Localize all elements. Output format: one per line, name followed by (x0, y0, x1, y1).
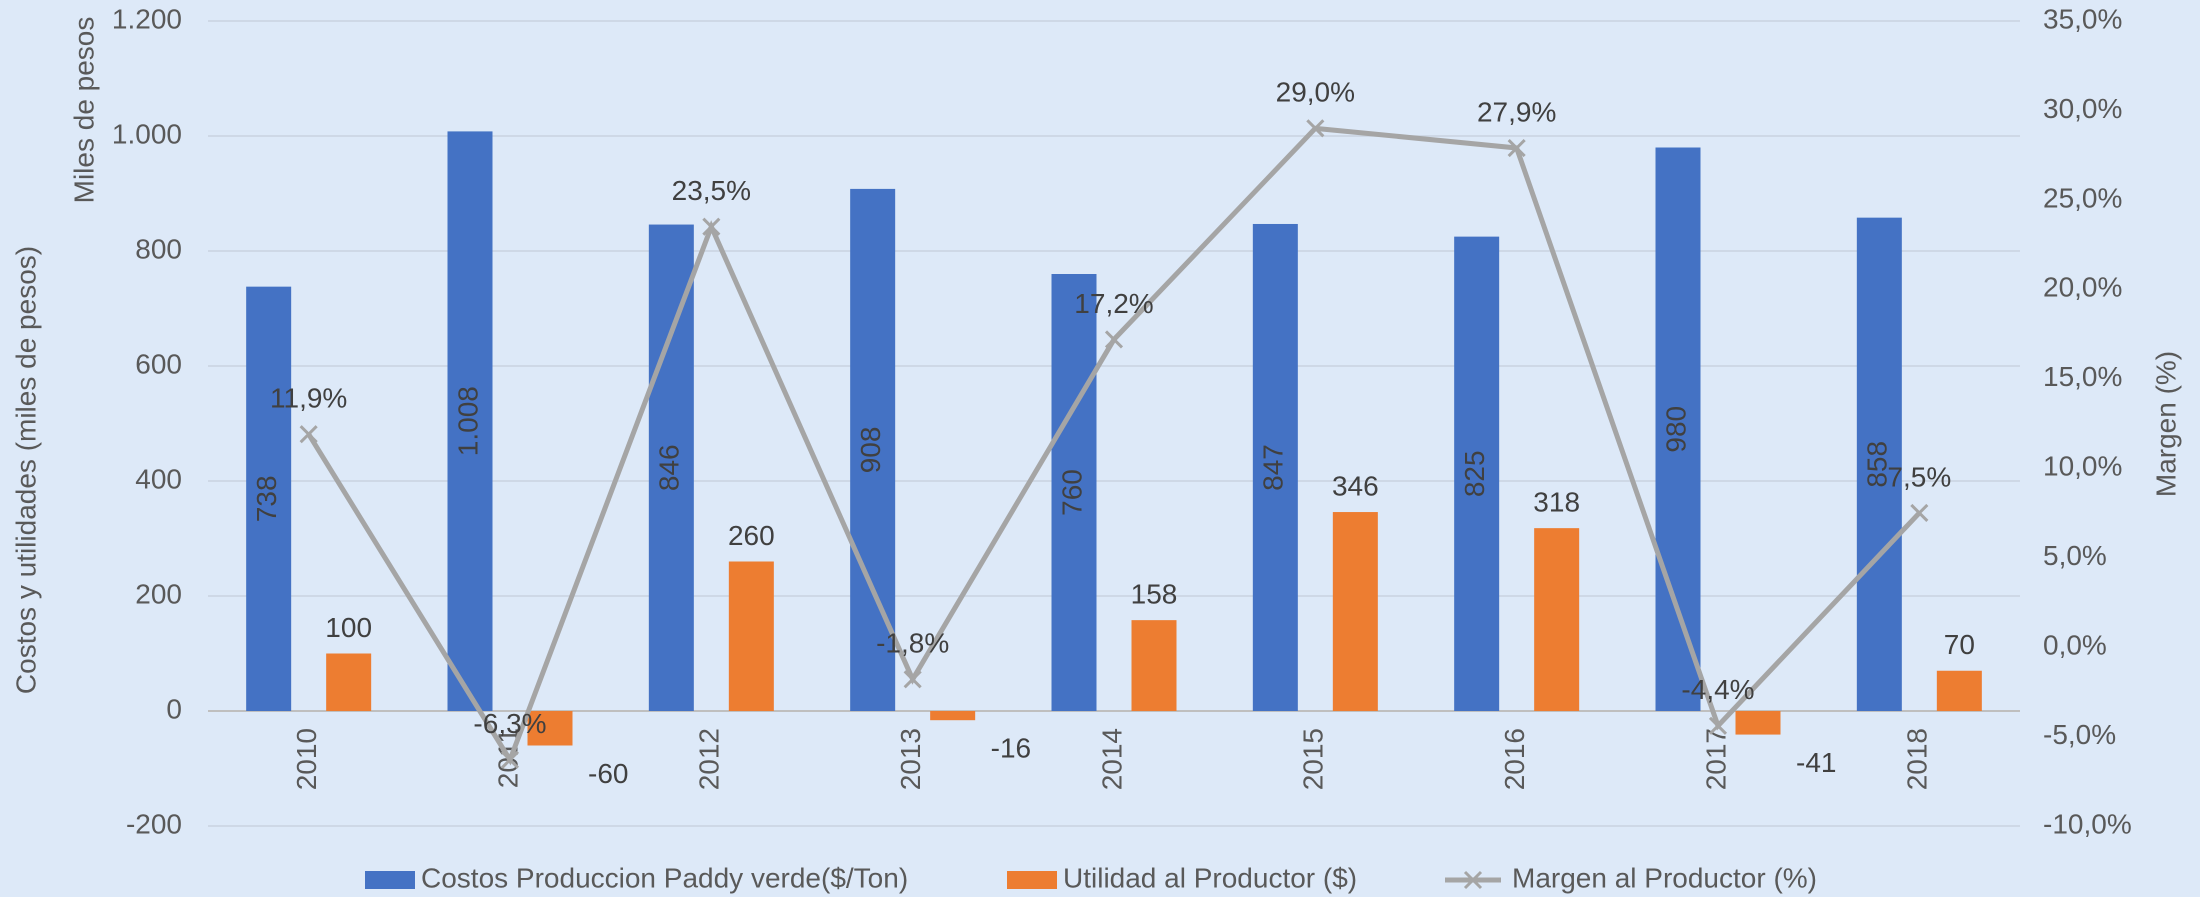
line-value-label: 29,0% (1276, 77, 1355, 108)
y-unit-title: Miles de pesos (68, 17, 99, 204)
x-tick-label: 2014 (1096, 728, 1127, 790)
bar-value-label: 858 (1862, 441, 1893, 488)
marker (702, 217, 721, 236)
y2-axis-title: Margen (%) (2150, 351, 2181, 497)
y-tick-label: 800 (135, 233, 182, 264)
legend-swatch (1007, 871, 1057, 889)
marker (903, 670, 922, 689)
x-tick-label: 2012 (694, 728, 725, 790)
x-tick-label: 2018 (1902, 728, 1933, 790)
y2-tick-label: 30,0% (2043, 93, 2122, 124)
y2-tick-label: 15,0% (2043, 361, 2122, 392)
legend-swatch (365, 871, 415, 889)
bar (648, 224, 694, 712)
bar (1936, 670, 1982, 711)
bar (728, 561, 774, 711)
bar-value-label: 1.008 (452, 386, 483, 456)
bar-value-label: 738 (251, 475, 282, 522)
line-value-label: -1,8% (876, 628, 949, 659)
y-axis-title: Costos y utilidades (miles de pesos) (10, 246, 41, 694)
bar-value-label: 825 (1459, 450, 1490, 497)
y2-tick-label: 5,0% (2043, 540, 2107, 571)
bar (930, 711, 976, 721)
bar-value-label: -16 (991, 733, 1031, 764)
y2-tick-label: 10,0% (2043, 451, 2122, 482)
y2-tick-label: 0,0% (2043, 630, 2107, 661)
y2-tick-label: 25,0% (2043, 182, 2122, 213)
line-value-label: 27,9% (1477, 96, 1556, 127)
y2-tick-label: -10,0% (2043, 808, 2132, 839)
x-tick-label: 2016 (1499, 728, 1530, 790)
line-value-label: 23,5% (672, 175, 751, 206)
legend-swatch-marker (1463, 870, 1483, 890)
bar-value-label: 70 (1944, 629, 1975, 660)
marker (1910, 503, 1929, 523)
bar (1252, 223, 1298, 711)
y2-tick-label: -5,0% (2043, 719, 2116, 750)
bar (326, 653, 372, 711)
bar (246, 286, 292, 711)
bar-value-label: 908 (855, 427, 886, 474)
x-tick-label: 2015 (1298, 728, 1329, 790)
line-value-label: -4,4% (1681, 674, 1754, 705)
marker (1708, 716, 1728, 735)
marker (1507, 138, 1526, 158)
bar-value-label: 980 (1660, 406, 1691, 453)
line-value-label: 11,9% (270, 383, 347, 414)
bar (1534, 528, 1580, 711)
bar (1735, 711, 1781, 735)
legend-label: Margen al Productor (%) (1512, 862, 1817, 893)
x-tick-label: 2017 (1700, 728, 1731, 790)
x-tick-label: 2013 (895, 728, 926, 790)
y-tick-label: 0 (166, 693, 182, 724)
bar (1454, 236, 1500, 711)
bar-value-label: 346 (1332, 470, 1379, 501)
y-tick-label: -200 (126, 808, 182, 839)
bar-value-label: 158 (1131, 579, 1178, 610)
legend-label: Costos Produccion Paddy verde($/Ton) (421, 862, 908, 893)
bar (447, 131, 493, 711)
y-tick-label: 400 (135, 463, 182, 494)
bar-value-label: 846 (654, 444, 685, 491)
y2-tick-label: 20,0% (2043, 272, 2122, 303)
marker (1104, 330, 1124, 349)
line-value-label: -6,3% (473, 708, 546, 739)
bar (527, 711, 573, 746)
bar (1856, 217, 1902, 711)
line-value-label: 7,5% (1887, 461, 1951, 492)
marker (299, 425, 318, 444)
y-tick-label: 1.200 (112, 3, 182, 34)
bar (1332, 512, 1378, 711)
y2-tick-label: 35,0% (2043, 3, 2122, 34)
y-tick-label: 200 (135, 578, 182, 609)
bar (1051, 274, 1097, 711)
bar-value-label: 260 (728, 520, 775, 551)
marker (1306, 119, 1325, 138)
y-tick-label: 600 (135, 348, 182, 379)
y-tick-label: 1.000 (112, 118, 182, 149)
bar-value-label: -60 (588, 758, 628, 789)
bar-value-label: 760 (1056, 469, 1087, 516)
line-value-label: 17,2% (1074, 288, 1153, 319)
marker (500, 750, 520, 769)
bar (1131, 620, 1177, 711)
legend-label: Utilidad al Productor ($) (1063, 862, 1357, 893)
x-tick-label: 2010 (291, 728, 322, 790)
bar-value-label: 318 (1533, 487, 1580, 518)
bar-value-label: -41 (1796, 747, 1836, 778)
bar-value-label: 847 (1258, 444, 1289, 491)
bar-value-label: 100 (325, 612, 372, 643)
